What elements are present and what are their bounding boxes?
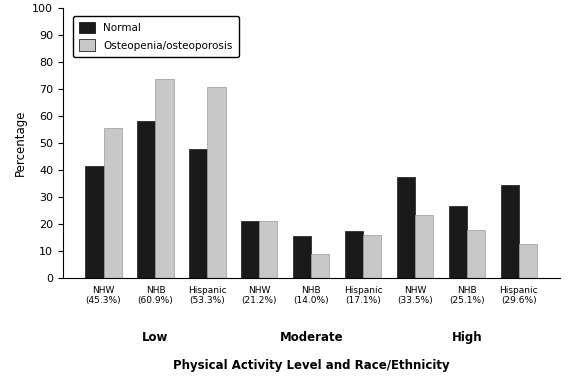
Legend: Normal, Osteopenia/osteoporosis: Normal, Osteopenia/osteoporosis [73,16,239,57]
Bar [519,244,537,278]
Bar [86,166,103,278]
Text: Low: Low [142,331,168,344]
Text: High: High [452,331,482,344]
Bar [311,255,329,278]
Bar [449,206,467,278]
Bar [501,185,519,278]
Bar [345,231,363,278]
Bar [103,128,122,278]
Bar [397,177,415,278]
Bar [259,221,278,278]
Bar [137,121,155,278]
Y-axis label: Percentage: Percentage [14,110,26,176]
Bar [155,79,174,278]
Bar [207,87,226,278]
Bar [293,237,311,278]
Text: Moderate: Moderate [279,331,343,344]
Bar [189,149,207,278]
Text: Physical Activity Level and Race/Ethnicity: Physical Activity Level and Race/Ethnici… [173,359,449,372]
Bar [415,215,433,278]
Bar [363,235,381,278]
Bar [241,221,259,278]
Bar [467,230,485,278]
